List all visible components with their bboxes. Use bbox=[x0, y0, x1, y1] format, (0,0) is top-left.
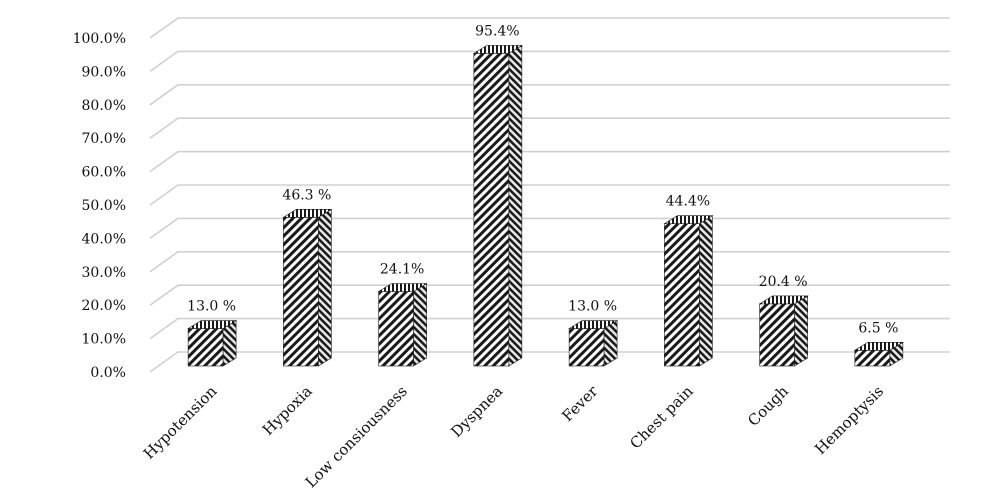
x-category-label: Dyspnea bbox=[447, 382, 506, 441]
gridline bbox=[149, 117, 950, 139]
x-category-label: Hemoptysis bbox=[811, 382, 887, 458]
bar-side-face bbox=[508, 44, 523, 367]
data-label: 6.5 % bbox=[858, 320, 898, 336]
gridline bbox=[149, 351, 950, 373]
data-label: 20.4 % bbox=[759, 274, 808, 290]
y-tick-label: 80.0% bbox=[82, 98, 126, 114]
bar-front-face bbox=[187, 328, 224, 367]
bar-front-face bbox=[664, 223, 700, 367]
y-tick-label: 10.0% bbox=[82, 332, 126, 348]
bar bbox=[853, 341, 904, 367]
y-tick-label: 0.0% bbox=[90, 365, 126, 381]
x-category-label: Chest pain bbox=[626, 382, 697, 453]
bar bbox=[472, 44, 523, 367]
x-category-label: Hypoxia bbox=[259, 382, 316, 439]
data-label: 24.1% bbox=[380, 262, 424, 278]
data-label: 46.3 % bbox=[282, 187, 331, 203]
bar-front-face bbox=[568, 328, 605, 367]
bar-top-face bbox=[377, 283, 428, 292]
bar-side-face bbox=[413, 282, 427, 367]
gridline bbox=[149, 184, 950, 206]
bar-top-face bbox=[472, 45, 523, 54]
gridline bbox=[149, 50, 950, 73]
bar-top-face bbox=[853, 341, 904, 351]
data-label: 13.0 % bbox=[568, 299, 617, 315]
gridline bbox=[149, 150, 950, 173]
y-tick-label: 100.0% bbox=[73, 31, 126, 47]
gridline bbox=[149, 317, 950, 340]
y-axis-tick-labels: 0.0% 10.0% 20.0% 30.0% 40.0% 50.0% 60.0% 70.0% 8… bbox=[73, 31, 126, 381]
gridline bbox=[149, 17, 950, 39]
y-tick-label: 70.0% bbox=[82, 131, 126, 147]
y-tick-label: 30.0% bbox=[82, 265, 126, 281]
data-label: 44.4% bbox=[666, 194, 710, 210]
y-tick-label: 20.0% bbox=[82, 298, 126, 314]
y-tick-label: 60.0% bbox=[82, 165, 126, 181]
bar-top-face bbox=[758, 295, 809, 305]
data-labels: 13.0 % 46.3 % 24.1% 95.4% 13.0 % 44.4% 20.4 % 6… bbox=[187, 23, 898, 336]
bar-front-face bbox=[759, 303, 795, 367]
bar-side-face bbox=[699, 215, 713, 367]
data-label: 95.4% bbox=[475, 23, 519, 39]
gridline bbox=[149, 251, 950, 273]
bar bbox=[758, 295, 809, 367]
y-tick-label: 90.0% bbox=[82, 64, 126, 80]
x-category-label: Low consiousness bbox=[302, 382, 411, 491]
bar-top-face bbox=[187, 320, 238, 329]
bar-side-face bbox=[318, 208, 332, 367]
bar-front-face bbox=[854, 349, 891, 367]
x-category-label: Hypotension bbox=[140, 382, 221, 463]
bar-top-face bbox=[568, 320, 619, 329]
gridline bbox=[149, 217, 950, 240]
bar-side-face bbox=[794, 295, 808, 367]
bar bbox=[377, 282, 428, 367]
gridlines bbox=[149, 17, 950, 373]
bar bbox=[187, 320, 238, 367]
bar-top-face bbox=[663, 215, 714, 225]
bar bbox=[282, 208, 333, 367]
x-category-label: Cough bbox=[744, 382, 792, 430]
bar bbox=[663, 215, 714, 367]
gridline bbox=[149, 284, 950, 306]
bar-front-face bbox=[283, 217, 319, 367]
bar-top-face bbox=[282, 209, 333, 218]
gridline bbox=[149, 84, 950, 106]
bar-front-face bbox=[473, 53, 510, 367]
x-category-label: Fever bbox=[558, 382, 602, 426]
bars bbox=[187, 44, 904, 367]
bar bbox=[568, 320, 619, 367]
data-label: 13.0 % bbox=[187, 299, 236, 315]
y-tick-label: 50.0% bbox=[82, 198, 126, 214]
y-tick-label: 40.0% bbox=[82, 231, 126, 247]
bar-front-face bbox=[378, 291, 414, 367]
